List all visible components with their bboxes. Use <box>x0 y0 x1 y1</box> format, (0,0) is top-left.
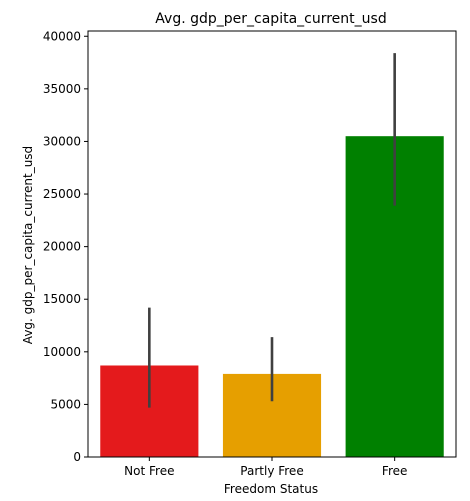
y-axis: 0 5000 10000 15000 20000 25000 30000 35000 40000 <box>43 29 88 464</box>
y-tick-label: 0 <box>73 450 81 464</box>
x-tick-label: Partly Free <box>240 464 303 478</box>
y-tick-label: 10000 <box>43 345 81 359</box>
y-tick-label: 25000 <box>43 187 81 201</box>
y-tick-label: 35000 <box>43 82 81 96</box>
y-axis-label: Avg. gdp_per_capita_current_usd <box>21 146 35 344</box>
bars-layer <box>100 136 444 457</box>
x-axis: Not Free Partly Free Free <box>124 457 407 478</box>
error-bars-layer <box>148 53 396 408</box>
y-tick-label: 20000 <box>43 240 81 254</box>
y-tick-label: 5000 <box>50 397 81 411</box>
plot-frame <box>87 30 457 458</box>
x-tick-label: Free <box>382 464 407 478</box>
x-axis-label: Freedom Status <box>224 482 318 496</box>
x-tick-label: Not Free <box>124 464 174 478</box>
y-tick-label: 30000 <box>43 134 81 148</box>
y-tick-label: 40000 <box>43 29 81 43</box>
chart-title: Avg. gdp_per_capita_current_usd <box>155 11 386 27</box>
y-tick-label: 15000 <box>43 292 81 306</box>
